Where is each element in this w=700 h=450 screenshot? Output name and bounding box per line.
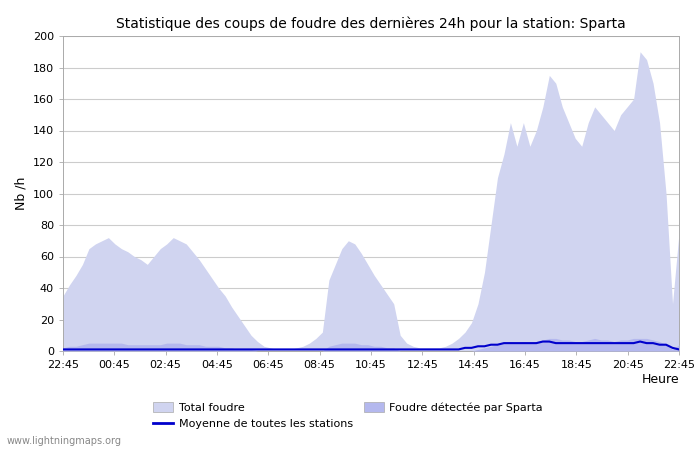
Y-axis label: Nb /h: Nb /h <box>14 177 27 210</box>
Text: www.lightningmaps.org: www.lightningmaps.org <box>7 436 122 446</box>
Title: Statistique des coups de foudre des dernières 24h pour la station: Sparta: Statistique des coups de foudre des dern… <box>116 16 626 31</box>
Legend: Total foudre, Moyenne de toutes les stations, Foudre détectée par Sparta: Total foudre, Moyenne de toutes les stat… <box>148 397 547 433</box>
Text: Heure: Heure <box>641 373 679 386</box>
